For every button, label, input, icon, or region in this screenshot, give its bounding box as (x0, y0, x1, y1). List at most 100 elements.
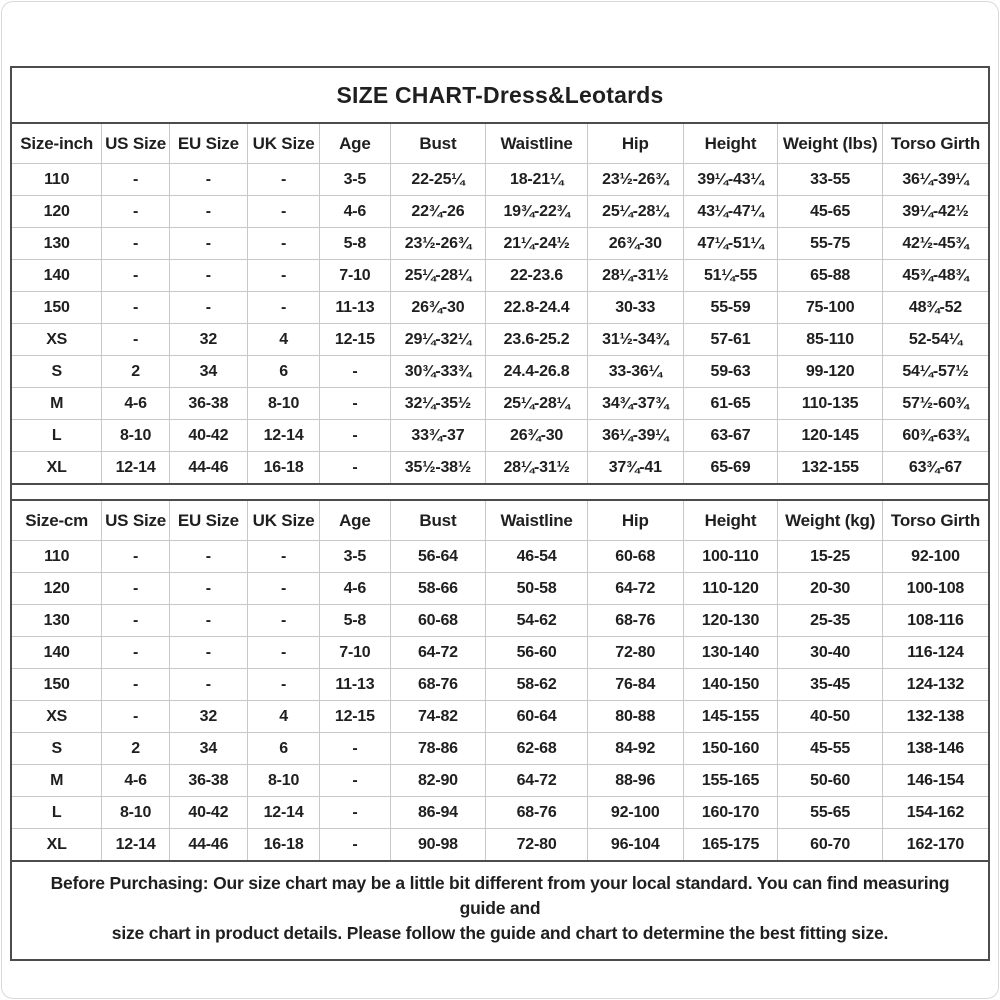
table-cell: 23½-26¾ (586, 163, 684, 196)
table-cell: - (168, 540, 248, 573)
table-row: XS -32 4 12-15 74-82 60-64 80-88 145-155 40-50 13… (11, 700, 989, 733)
table-cell: 22-23.6 (485, 259, 588, 292)
column-header: Age (319, 500, 391, 541)
page-title: SIZE CHART-Dress&Leotards (12, 68, 988, 124)
table-header-row: Size-inch US Size EU Size UK Size Age Bust Wai… (11, 123, 989, 164)
table-cell: 58-66 (389, 572, 487, 605)
table-cell: 40-42 (168, 796, 248, 829)
table-cell: 120 (11, 195, 103, 228)
table-cell: 146-154 (881, 764, 989, 797)
table-cell: 28¼-31½ (485, 451, 588, 484)
table-cell: 54¼-57½ (881, 355, 989, 388)
table-cell: 160-170 (682, 796, 779, 829)
size-table-cm: Size-cm US Size EU Size UK Size Age Bust Waist… (11, 500, 989, 861)
table-cell: 84-92 (586, 732, 684, 765)
table-cell: - (168, 572, 248, 605)
size-table-inch: Size-inch US Size EU Size UK Size Age Bust Wai… (11, 123, 989, 484)
column-header: Torso Girth (881, 500, 989, 541)
table-cell: 3-5 (319, 163, 391, 196)
table-cell: - (168, 227, 248, 260)
table-cell: 12-14 (246, 796, 321, 829)
table-cell: 65-88 (777, 259, 883, 292)
table-cell: 26¾-30 (485, 419, 588, 452)
table-cell: 58-62 (485, 668, 588, 701)
table-cell: - (319, 764, 391, 797)
table-cell: 100-110 (682, 540, 779, 573)
table-cell: 30-33 (586, 291, 684, 324)
table-cell: 8-10 (246, 387, 321, 420)
purchase-note-line: Before Purchasing: Our size chart may be… (50, 873, 950, 918)
table-cell: - (101, 668, 170, 701)
table-cell: - (246, 636, 321, 669)
table-cell: 57-61 (682, 323, 779, 356)
table-cell: 32 (168, 700, 248, 733)
table-cell: 60-68 (586, 540, 684, 573)
table-cell: 33-36¼ (586, 355, 684, 388)
table-cell: - (101, 323, 170, 356)
table-cell: 64-72 (389, 636, 487, 669)
table-cell: 8-10 (246, 764, 321, 797)
table-cell: XS (11, 700, 103, 733)
table-cell: 68-76 (485, 796, 588, 829)
table-cell: 35-45 (777, 668, 883, 701)
table-cell: 120-145 (777, 419, 883, 452)
table-cell: 55-59 (682, 291, 779, 324)
table-cell: 42½-45¾ (881, 227, 989, 260)
table-cell: 61-65 (682, 387, 779, 420)
table-cell: 132-138 (881, 700, 989, 733)
table-cell: - (168, 668, 248, 701)
table-cell: 4-6 (319, 195, 391, 228)
table-cell: 31½-34¾ (586, 323, 684, 356)
table-cell: - (319, 355, 391, 388)
table-row: M 4-6 36-38 8-10-82-90 64-72 88-96 155-165 50-6… (11, 764, 989, 797)
table-row: 140- - -7-10 64-72 56-60 72-80 130-140 30-40 116… (11, 636, 989, 669)
table-cell: 26¾-30 (389, 291, 487, 324)
table-cell: 35½-38½ (389, 451, 487, 484)
table-cell: - (168, 604, 248, 637)
table-cell: - (101, 636, 170, 669)
column-header: UK Size (246, 500, 321, 541)
table-cell: 30-40 (777, 636, 883, 669)
table-cell: 60¾-63¾ (881, 419, 989, 452)
table-cell: 90-98 (389, 828, 487, 861)
table-cell: - (246, 291, 321, 324)
table-cell: 130 (11, 604, 103, 637)
table-cell: 24.4-26.8 (485, 355, 588, 388)
table-cell: 32¼-35½ (389, 387, 487, 420)
table-row: 120- - -4-6 22¾-26 19¾-22¾ 25¼-28¼ 43¼-47¼ 45-6… (11, 195, 989, 228)
table-cell: 2 (101, 355, 170, 388)
table-cell: 19¾-22¾ (485, 195, 588, 228)
table-cell: 96-104 (586, 828, 684, 861)
table-cell: 88-96 (586, 764, 684, 797)
table-cell: 120 (11, 572, 103, 605)
table-cell: 60-64 (485, 700, 588, 733)
column-header: Hip (586, 123, 684, 164)
table-cell: 138-146 (881, 732, 989, 765)
table-cell: 63-67 (682, 419, 779, 452)
table-cell: 39¼-43¼ (682, 163, 779, 196)
table-cell: 65-69 (682, 451, 779, 484)
table-cell: 25¼-28¼ (485, 387, 588, 420)
table-cell: 18-21¼ (485, 163, 588, 196)
table-cell: 92-100 (586, 796, 684, 829)
table-cell: 23½-26¾ (389, 227, 487, 260)
column-header: Height (682, 123, 779, 164)
purchase-note: Before Purchasing: Our size chart may be… (12, 860, 988, 959)
table-cell: 60-68 (389, 604, 487, 637)
table-cell: 55-65 (777, 796, 883, 829)
table-cell: 28¼-31½ (586, 259, 684, 292)
table-cell: 39¼-42½ (881, 195, 989, 228)
table-cell: - (168, 259, 248, 292)
table-cell: 22.8-24.4 (485, 291, 588, 324)
table-cell: 50-60 (777, 764, 883, 797)
table-cell: 21¼-24½ (485, 227, 588, 260)
table-cell: - (246, 668, 321, 701)
table-cell: - (168, 291, 248, 324)
column-header: EU Size (168, 123, 248, 164)
table-cell: 11-13 (319, 291, 391, 324)
table-cell: - (246, 259, 321, 292)
table-cell: 86-94 (389, 796, 487, 829)
column-header: Bust (389, 123, 487, 164)
table-row: 140- - -7-10 25¼-28¼ 22-23.6 28¼-31½ 51¼-55 65-… (11, 259, 989, 292)
table-cell: S (11, 355, 103, 388)
